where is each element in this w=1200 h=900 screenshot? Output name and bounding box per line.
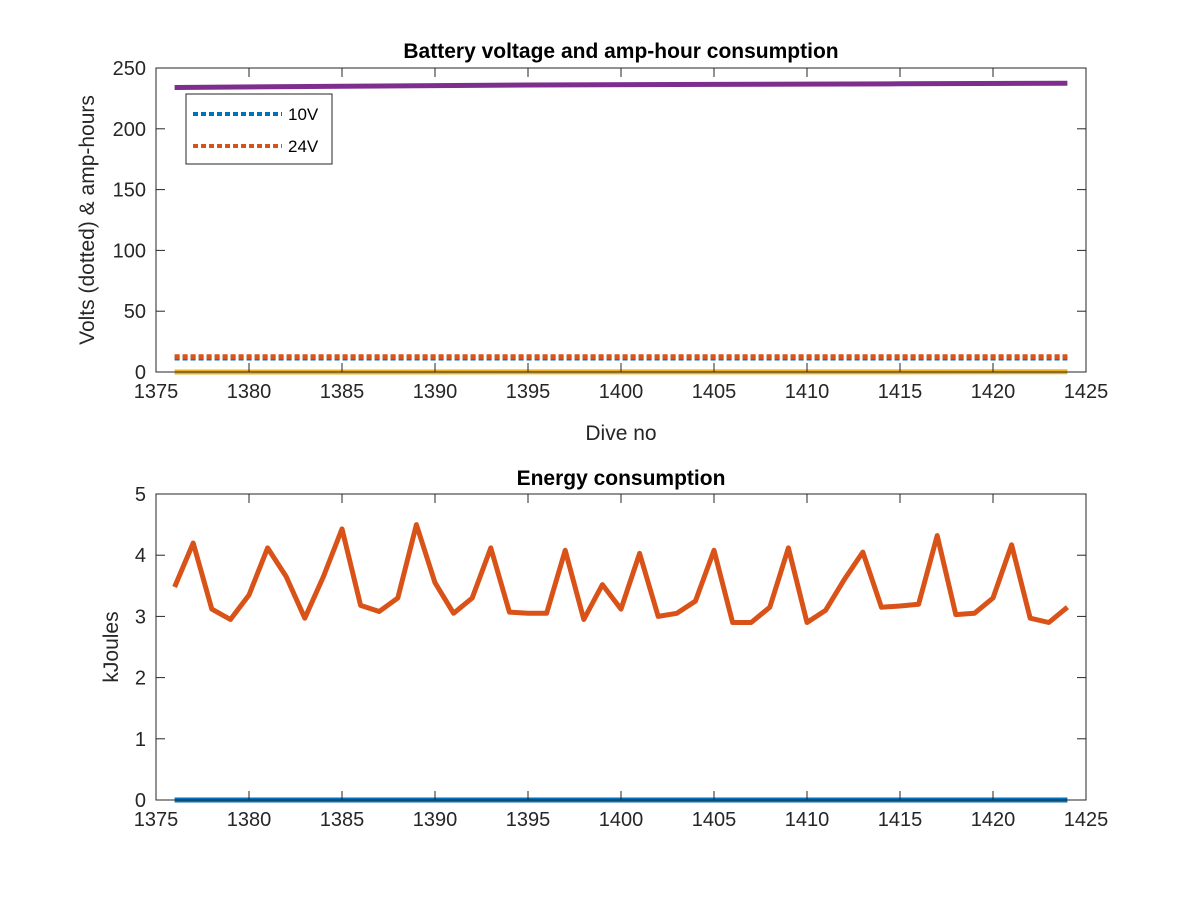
bottom-x-tick-label: 1380 [227, 809, 272, 831]
top-x-tick-label: 1415 [878, 381, 923, 403]
top-y-tick-label: 100 [113, 240, 146, 262]
top-ticks-group: 1375 1380 1385 1390 1395 1400 1405 1410 1415 1420… [113, 58, 1109, 403]
top-x-tick-label: 1390 [413, 381, 458, 403]
axes-box-top [155, 67, 1087, 373]
bottom-x-tick-label: 1415 [878, 809, 923, 831]
top-y-tick-label: 200 [113, 119, 146, 141]
legend: 10V 24V [185, 93, 333, 165]
chart-title-bottom: Energy consumption [517, 467, 726, 490]
bottom-x-tick-label: 1405 [692, 809, 737, 831]
plot-area-bottom [156, 494, 1086, 800]
bottom-y-tick-label: 0 [135, 790, 146, 812]
bottom-x-tick-label: 1400 [599, 809, 644, 831]
bottom-y-tick-label: 5 [135, 484, 146, 506]
y-axis-label-top: Volts (dotted) & amp-hours [76, 95, 99, 345]
top-x-tick-label: 1400 [599, 381, 644, 403]
top-x-tick-label: 1410 [785, 381, 830, 403]
top-y-tick-label: 150 [113, 180, 146, 202]
bottom-x-tick-label: 1425 [1064, 809, 1109, 831]
top-x-tick-label: 1425 [1064, 381, 1109, 403]
top-x-tick-label: 1420 [971, 381, 1016, 403]
bottom-y-tick-label: 2 [135, 668, 146, 690]
legend-label-24v: 24V [288, 137, 319, 156]
top-series-line-3 [174, 80, 1068, 90]
legend-label-10v: 10V [288, 105, 319, 124]
legend-box [185, 93, 333, 165]
bottom-x-tick-label: 1410 [785, 809, 830, 831]
x-axis-label-top: Dive no [585, 422, 656, 445]
bottom-x-tick-label: 1420 [971, 809, 1016, 831]
bottom-x-tick-label: 1395 [506, 809, 551, 831]
top-x-tick-label: 1405 [692, 381, 737, 403]
axes-box-bottom [155, 493, 1087, 801]
bottom-x-tick-label: 1385 [320, 809, 365, 831]
battery-voltage-subplot: 1375 1380 1385 1390 1395 1400 1405 1410 1415 1420… [76, 40, 1108, 445]
top-x-tick-label: 1380 [227, 381, 272, 403]
bottom-series-line-1 [172, 522, 1069, 625]
top-y-tick-label: 250 [113, 58, 146, 80]
bottom-x-tick-label: 1375 [134, 809, 179, 831]
y-axis-label-bottom: kJoules [100, 611, 123, 682]
chart-title-top: Battery voltage and amp-hour consumption [403, 40, 838, 63]
bottom-x-tick-label: 1390 [413, 809, 458, 831]
top-x-tick-label: 1395 [506, 381, 551, 403]
bottom-y-tick-label: 4 [135, 545, 146, 567]
top-y-tick-label: 50 [124, 301, 146, 323]
top-y-tick-label: 0 [135, 362, 146, 384]
bottom-ticks-group: 1375 1380 1385 1390 1395 1400 1405 1410 1415 1420… [134, 484, 1109, 831]
top-x-tick-label: 1385 [320, 381, 365, 403]
bottom-y-tick-label: 3 [135, 606, 146, 628]
energy-consumption-subplot: 1375 1380 1385 1390 1395 1400 1405 1410 1415 1420… [100, 467, 1108, 831]
top-x-tick-label: 1375 [134, 381, 179, 403]
bottom-y-tick-label: 1 [135, 729, 146, 751]
